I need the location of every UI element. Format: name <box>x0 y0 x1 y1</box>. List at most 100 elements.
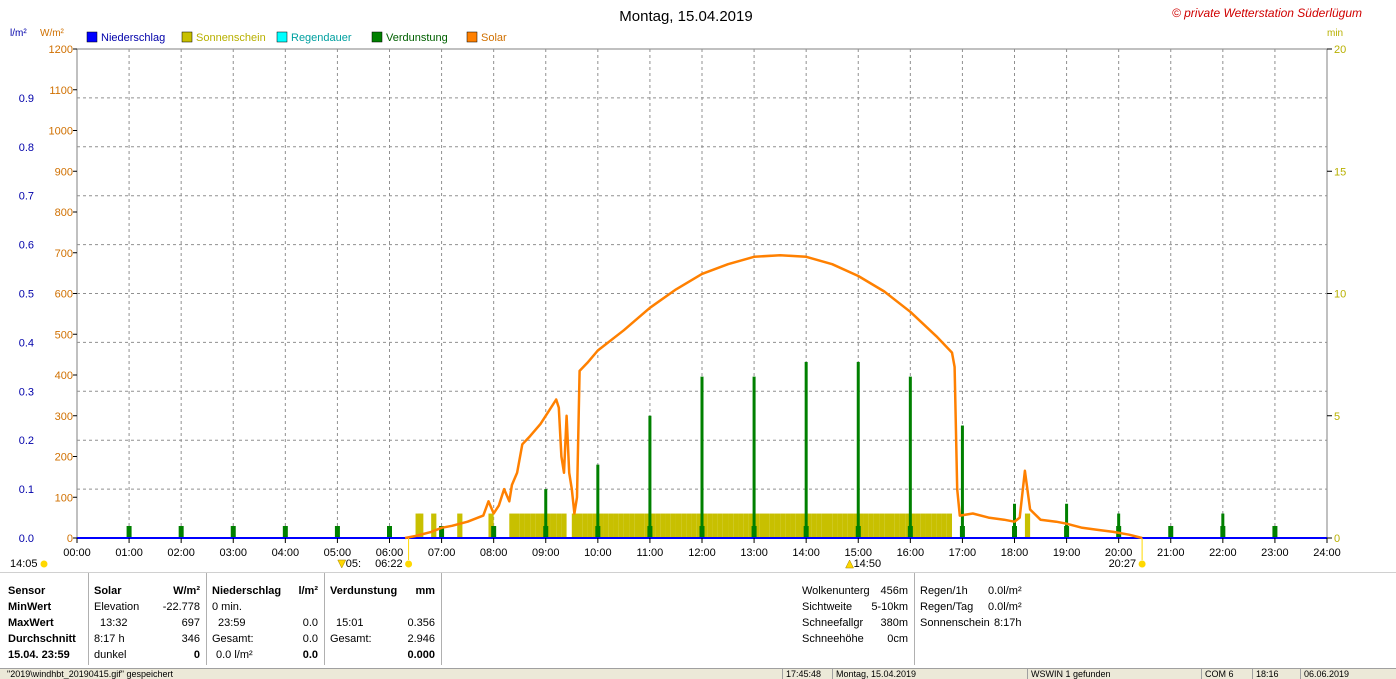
sunshine-bar <box>759 513 765 538</box>
legend-label-sonnenschein: Sonnenschein <box>196 32 266 44</box>
x-tick-label: 14:00 <box>792 547 820 559</box>
evaporation-bar <box>544 489 548 538</box>
sunshine-bar <box>764 513 770 538</box>
x-tick-label: 23:00 <box>1261 547 1289 559</box>
sunshine-bar <box>418 513 424 538</box>
sunshine-bar <box>550 513 557 538</box>
sonnenschein-value: 8:17h <box>994 617 1022 629</box>
legend-swatch-regendauer <box>276 31 288 43</box>
evaporation-bar-base <box>595 526 601 538</box>
verdunstung-total-label: Gesamt: <box>330 633 372 645</box>
sunshine-bar <box>556 513 562 538</box>
divider <box>88 573 89 665</box>
sunshine-bar <box>639 513 645 538</box>
solar-current-value: 0 <box>193 649 200 661</box>
legend-swatch-solar <box>466 31 478 43</box>
legend-item-verdunstung: Verdunstung <box>371 31 448 44</box>
sunshine-bar <box>842 513 848 538</box>
status-bar: "2019\windhbt_20190415.gif" gespeichert … <box>0 668 1396 679</box>
legend-item-solar: Solar <box>466 31 507 44</box>
sunshine-bar <box>415 513 421 538</box>
sunshine-bar <box>681 513 687 538</box>
sunshine-bar <box>1024 513 1031 538</box>
evaporation-bar-base <box>959 526 965 538</box>
evaporation-bar-base <box>1168 526 1174 538</box>
sichtweite-label: Sichtweite <box>802 601 853 613</box>
sunrise-label: 06:22 <box>375 558 403 570</box>
y-min-tick-label: 15 <box>1334 166 1346 178</box>
schneefallgr-label: Schneefallgr <box>802 617 864 629</box>
niederschlag-total-label: Gesamt: <box>212 633 254 645</box>
sunshine-bar <box>644 513 650 538</box>
legend-item-niederschlag: Niederschlag <box>86 31 165 44</box>
unit-right: min <box>1327 28 1343 39</box>
regen-tag-label: Regen/Tag <box>920 601 974 613</box>
solar-max-value: 697 <box>181 617 200 629</box>
legend-item-sonnenschein: Sonnenschein <box>181 31 266 44</box>
sunshine-bar <box>613 513 619 538</box>
evaporation-bar <box>752 376 756 538</box>
divider <box>324 573 325 665</box>
sunshine-bar <box>665 513 671 538</box>
sonnenschein-label: Sonnenschein <box>920 617 990 629</box>
y-rain-tick-label: 0.7 <box>19 191 34 203</box>
x-tick-label: 19:00 <box>1053 547 1081 559</box>
sunshine-bar <box>733 513 739 538</box>
x-tick-label: 02:00 <box>167 547 195 559</box>
status-file: "2019\windhbt_20190415.gif" gespeichert <box>7 669 174 679</box>
sichtweite-value: 5-10km <box>871 601 908 613</box>
sunshine-bar <box>889 513 895 538</box>
sunshine-bar <box>769 513 775 538</box>
sunshine-bar <box>800 513 807 538</box>
sunshine-bar <box>806 513 812 538</box>
sunshine-bar <box>655 513 661 538</box>
sunshine-bar <box>623 513 630 538</box>
evaporation-bar <box>1065 503 1069 538</box>
x-tick-label: 03:00 <box>219 547 247 559</box>
wolkenunterg-label: Wolkenunterg <box>802 585 870 597</box>
divider <box>441 573 442 665</box>
sunshine-bar <box>879 513 885 538</box>
evaporation-bar-base <box>387 526 392 538</box>
evaporation-bar-base <box>699 526 705 538</box>
sunshine-bar <box>827 513 833 538</box>
divider <box>206 573 207 665</box>
evaporation-bar-base <box>491 526 497 538</box>
sunshine-bar <box>597 513 604 538</box>
verdunstung-max-label: 15:01 <box>336 617 364 629</box>
sunshine-bar <box>540 513 546 538</box>
evaporation-bar-base <box>855 526 861 538</box>
sunshine-bar <box>832 513 838 538</box>
sunshine-bar <box>571 513 577 538</box>
sunshine-bar <box>905 513 911 538</box>
sunshine-bar <box>431 513 437 538</box>
y-solar-tick-label: 1200 <box>49 44 73 56</box>
x-tick-label: 21:00 <box>1157 547 1185 559</box>
sunshine-bar <box>509 513 515 538</box>
niederschlag-current-label: 0.0 l/m² <box>216 649 253 661</box>
y-solar-tick-label: 700 <box>55 248 73 260</box>
sunshine-bar <box>925 513 932 538</box>
evaporation-bar-base <box>1064 526 1070 538</box>
sunshine-bar <box>618 513 624 538</box>
x-tick-label: 01:00 <box>115 547 143 559</box>
sun-markers: 14:05 05: 06:22 14:50 20:27 <box>10 538 1146 570</box>
evaporation-bar-base <box>1012 526 1017 538</box>
sunshine-bar <box>936 513 942 538</box>
sunshine-bar <box>754 513 760 538</box>
sunshine-bar <box>649 513 656 538</box>
evaporation-bar <box>700 376 704 538</box>
verdunstung-header: Verdunstung <box>330 585 398 597</box>
legend-label-niederschlag: Niederschlag <box>101 32 165 44</box>
x-tick-label: 11:00 <box>637 547 664 559</box>
sunshine-bar <box>816 513 822 538</box>
evaporation-bar <box>804 361 808 538</box>
x-tick-label: 07:00 <box>428 547 456 559</box>
y-min-tick-label: 20 <box>1334 44 1346 56</box>
status-date: Montag, 15.04.2019 <box>832 669 916 679</box>
x-tick-label: 15:00 <box>844 547 872 559</box>
evaporation-bar-base <box>439 526 445 538</box>
sun-icon <box>40 560 48 568</box>
left-time-label: 14:05 <box>10 558 38 570</box>
y-solar-tick-label: 500 <box>55 329 73 341</box>
